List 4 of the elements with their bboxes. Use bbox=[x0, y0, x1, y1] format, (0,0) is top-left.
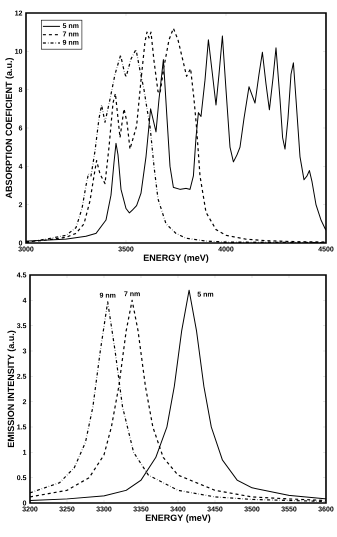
y-axis-title: EMISSION INTENSITY (a.u.) bbox=[7, 330, 16, 448]
y-axis-title: ABSORPTION COEFICIENT (a.u.) bbox=[5, 58, 14, 198]
x-axis-title: ENERGY (meV) bbox=[146, 514, 210, 523]
x-axis-title: ENERGY (meV) bbox=[144, 254, 208, 263]
